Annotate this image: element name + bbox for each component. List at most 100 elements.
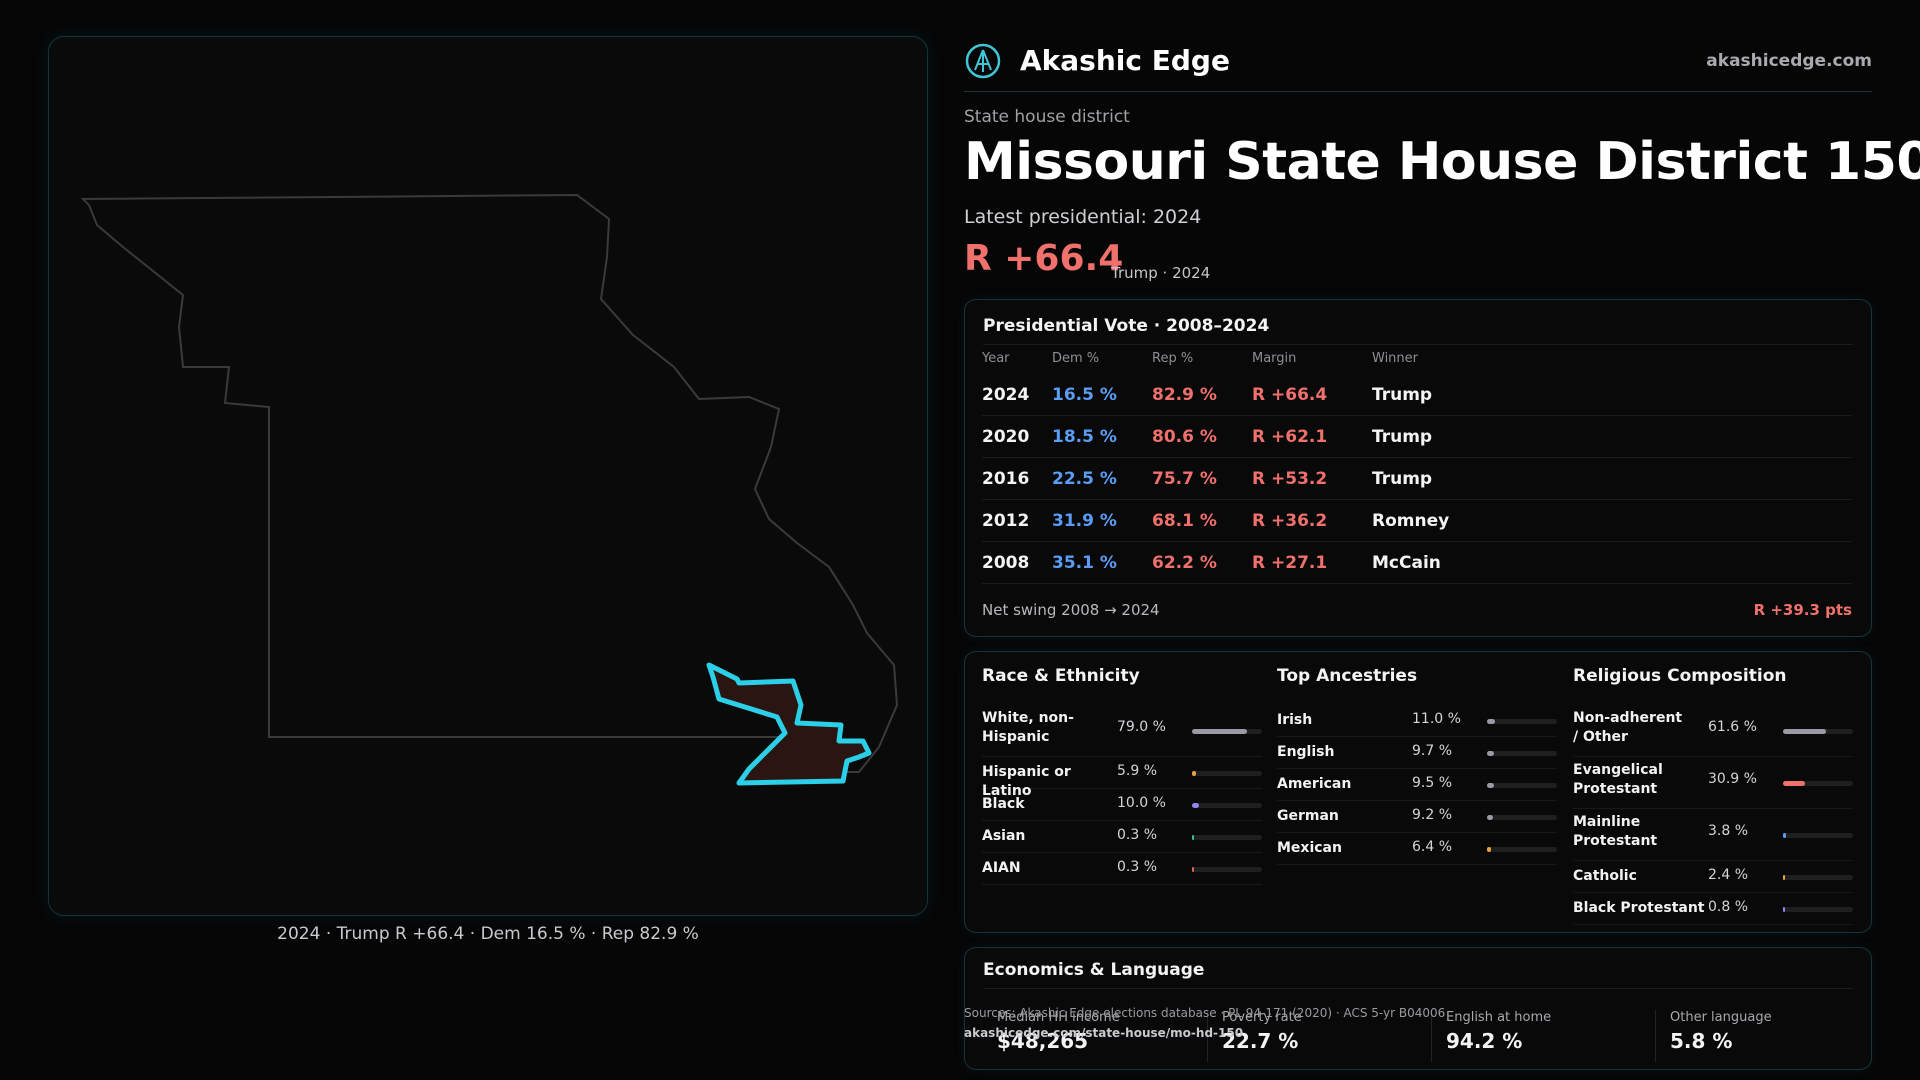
cell-year: 2012 <box>982 511 1030 531</box>
table-row: 2024 16.5 % 82.9 % R +66.4 Trump <box>982 374 1852 416</box>
latest-margin: R +66.4 <box>964 238 1124 279</box>
bar-track <box>1783 729 1853 734</box>
ancestry-row: American 9.5 % <box>1277 769 1557 801</box>
cell-winner: Trump <box>1372 385 1433 405</box>
row-value: 9.7 % <box>1412 743 1453 759</box>
bar-track <box>1487 751 1557 756</box>
row-value: 5.9 % <box>1117 763 1158 779</box>
stat-poverty-rate: Poverty rate 22.7 % <box>1207 1010 1302 1062</box>
stat-other-language: Other language 5.8 % <box>1655 1010 1772 1062</box>
district-map[interactable] <box>49 37 928 916</box>
stat-label: Poverty rate <box>1222 1010 1302 1025</box>
header-margin: Margin <box>1252 351 1297 366</box>
economics-card: Economics & Language Median HH income $4… <box>964 947 1872 1070</box>
row-label: Mexican <box>1277 840 1342 856</box>
cell-year: 2020 <box>982 427 1030 447</box>
bar-fill <box>1783 833 1786 838</box>
cell-rep: 80.6 % <box>1152 427 1217 447</box>
stat-value: $48,265 <box>997 1029 1089 1053</box>
state-outline <box>80 193 899 773</box>
demographics-card <box>964 651 1872 933</box>
net-swing-label: Net swing 2008 → 2024 <box>982 601 1160 619</box>
brand-url[interactable]: akashicedge.com <box>1706 50 1872 71</box>
cell-margin: R +36.2 <box>1252 511 1328 531</box>
divider <box>983 988 1853 989</box>
source-url[interactable]: akashicedge.com/state-house/mo-hd-150 <box>964 1026 1244 1040</box>
header-rep: Rep % <box>1152 351 1194 366</box>
bar-fill <box>1783 907 1785 912</box>
ancestry-row: Irish 11.0 % <box>1277 705 1557 737</box>
map-panel[interactable] <box>48 36 928 916</box>
stat-median-income: Median HH income $48,265 <box>983 1010 1120 1062</box>
latest-margin-subtitle: Trump · 2024 <box>1111 264 1211 282</box>
row-value: 11.0 % <box>1412 711 1461 727</box>
cell-year: 2016 <box>982 469 1030 489</box>
cell-dem: 31.9 % <box>1052 511 1117 531</box>
cell-rep: 75.7 % <box>1152 469 1217 489</box>
bar-fill <box>1487 783 1494 788</box>
bar-fill <box>1783 875 1785 880</box>
row-label: American <box>1277 776 1352 792</box>
table-row: 2016 22.5 % 75.7 % R +53.2 Trump <box>982 458 1852 500</box>
district-type: State house district <box>964 107 1130 127</box>
row-value: 0.3 % <box>1117 859 1158 875</box>
stat-label: Other language <box>1670 1010 1772 1025</box>
bar-fill <box>1783 729 1827 734</box>
row-value: 79.0 % <box>1117 719 1166 735</box>
row-label: German <box>1277 808 1339 824</box>
bar-fill <box>1487 751 1494 756</box>
bar-fill <box>1192 803 1199 808</box>
race-row: White, non-Hispanic 79.0 % <box>982 705 1262 757</box>
bar-track <box>1487 847 1557 852</box>
race-row: Asian 0.3 % <box>982 821 1262 853</box>
row-label: White, non-Hispanic <box>982 710 1074 745</box>
row-label: Mainline Protestant <box>1573 814 1658 849</box>
row-label: Black <box>982 796 1025 812</box>
header-year: Year <box>982 351 1010 366</box>
stat-english-home: English at home 94.2 % <box>1431 1010 1551 1062</box>
race-title: Race & Ethnicity <box>982 666 1140 686</box>
row-value: 2.4 % <box>1708 867 1749 883</box>
ancestry-row: German 9.2 % <box>1277 801 1557 833</box>
bar-fill <box>1487 815 1494 820</box>
stat-value: 5.8 % <box>1670 1029 1733 1053</box>
cell-winner: McCain <box>1372 553 1441 573</box>
row-label: Non-adherent / Other <box>1573 710 1683 745</box>
ancestry-row: Mexican 6.4 % <box>1277 833 1557 865</box>
row-value: 3.8 % <box>1708 823 1749 839</box>
bar-track <box>1487 783 1557 788</box>
row-value: 61.6 % <box>1708 719 1757 735</box>
economics-title: Economics & Language <box>983 960 1205 980</box>
cell-rep: 68.1 % <box>1152 511 1217 531</box>
district-highlight[interactable] <box>706 662 872 786</box>
table-row: 2012 31.9 % 68.1 % R +36.2 Romney <box>982 500 1852 542</box>
row-value: 6.4 % <box>1412 839 1453 855</box>
religion-row: Mainline Protestant 3.8 % <box>1573 809 1853 861</box>
bar-track <box>1487 815 1557 820</box>
bar-track <box>1783 833 1853 838</box>
stat-label: English at home <box>1446 1010 1552 1025</box>
akashic-logo-icon[interactable] <box>964 42 1002 80</box>
bar-fill <box>1192 835 1194 840</box>
cell-rep: 82.9 % <box>1152 385 1217 405</box>
table-row: 2020 18.5 % 80.6 % R +62.1 Trump <box>982 416 1852 458</box>
header-dem: Dem % <box>1052 351 1100 366</box>
religion-row: Black Protestant 0.8 % <box>1573 893 1853 925</box>
cell-winner: Trump <box>1372 427 1433 447</box>
bar-track <box>1487 719 1557 724</box>
row-label: English <box>1277 744 1335 760</box>
race-row: Black 10.0 % <box>982 789 1262 821</box>
race-row: AIAN 0.3 % <box>982 853 1262 885</box>
table-row: 2008 35.1 % 62.2 % R +27.1 McCain <box>982 542 1852 584</box>
bar-track <box>1783 907 1853 912</box>
cell-dem: 16.5 % <box>1052 385 1117 405</box>
row-label: Asian <box>982 828 1026 844</box>
cell-winner: Trump <box>1372 469 1433 489</box>
row-value: 10.0 % <box>1117 795 1166 811</box>
bar-fill <box>1192 771 1197 776</box>
cell-winner: Romney <box>1372 511 1450 531</box>
ancestry-row: English 9.7 % <box>1277 737 1557 769</box>
brand-name[interactable]: Akashic Edge <box>1020 44 1230 77</box>
presidential-vote-card: Presidential Vote · 2008–2024 <box>964 299 1872 637</box>
row-value: 30.9 % <box>1708 771 1757 787</box>
